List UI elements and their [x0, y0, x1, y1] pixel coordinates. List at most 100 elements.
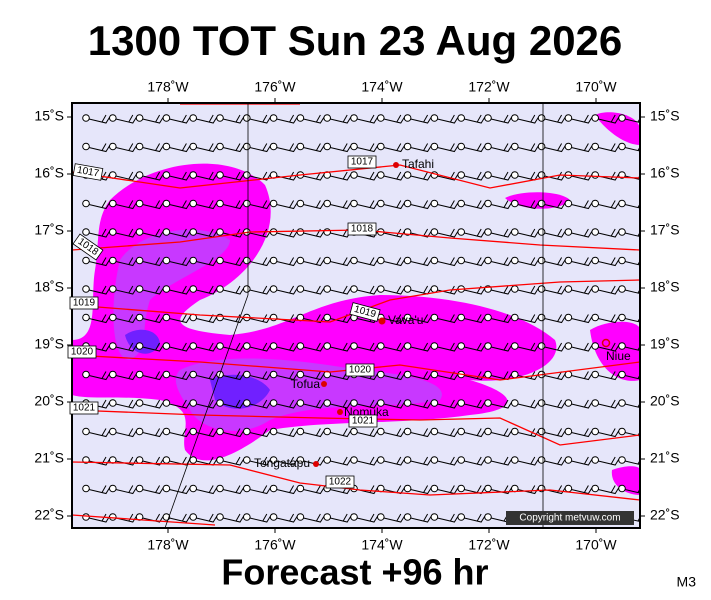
- barb-station: [591, 427, 600, 436]
- barb-station: [323, 342, 332, 350]
- lat-label: 21˚S: [34, 450, 64, 466]
- lat-label: 20˚S: [650, 393, 680, 409]
- barb-station: [216, 114, 224, 122]
- barb-station: [403, 484, 412, 493]
- barb-station: [377, 399, 385, 407]
- barb-station: [82, 427, 90, 436]
- barb-station: [109, 484, 117, 493]
- barb-station: [162, 313, 171, 322]
- barb-station: [511, 370, 519, 379]
- barb-station: [269, 114, 278, 122]
- barb-station: [323, 228, 332, 236]
- barb-station: [430, 256, 439, 265]
- barb-station: [377, 513, 385, 521]
- barb-station: [618, 313, 626, 322]
- barb-station: [243, 256, 251, 265]
- barb-station: [564, 342, 573, 350]
- barb-station: [564, 313, 573, 322]
- barb-station: [269, 285, 278, 293]
- barb-station: [135, 342, 144, 350]
- isobar-label-box: [325, 475, 355, 489]
- barb-station: [430, 484, 439, 493]
- barb-station: [162, 370, 171, 379]
- barb-station: [591, 399, 600, 407]
- barb-station: [243, 370, 251, 379]
- barb-station: [403, 427, 412, 436]
- barb-station: [296, 513, 305, 521]
- barb-station: [216, 256, 224, 265]
- barb-station: [591, 285, 600, 293]
- barb-station: [430, 399, 439, 407]
- title: 1300 TOT Sun 23 Aug 2026: [88, 17, 623, 64]
- barb-station: [403, 256, 412, 265]
- barb-station: [269, 456, 278, 464]
- barb-station: [323, 199, 332, 208]
- barb-station: [377, 199, 385, 208]
- barb-station: [618, 114, 626, 122]
- isobar-label: 1020: [345, 363, 375, 377]
- footer: Forecast +96 hr: [221, 552, 488, 593]
- barb-station: [189, 171, 197, 179]
- barb-station: [269, 256, 278, 265]
- isobar-label: 1017: [347, 155, 377, 169]
- isobar-label-text: 1017: [351, 157, 374, 168]
- barb-station: [403, 142, 412, 151]
- barb-station: [403, 513, 412, 521]
- barb-station: [537, 199, 546, 208]
- barb-station: [350, 342, 358, 350]
- barb-station: [403, 399, 412, 407]
- barb-station: [511, 313, 519, 322]
- barb-station: [618, 399, 626, 407]
- barb-station: [323, 427, 332, 436]
- barb-station: [135, 313, 144, 322]
- barb-station: [457, 142, 466, 151]
- barb-station: [430, 114, 439, 122]
- lon-label: 174˚W: [361, 537, 403, 553]
- isobar-label-box: [348, 414, 378, 428]
- barb-station: [269, 484, 278, 493]
- barb-station: [591, 342, 600, 350]
- isobar-label-box: [347, 155, 377, 169]
- barb-station: [269, 513, 278, 521]
- barb-station: [403, 285, 412, 293]
- barb-station: [511, 427, 519, 436]
- barb-station: [109, 199, 117, 208]
- barb-station: [484, 142, 492, 151]
- barb: [624, 117, 640, 124]
- isobar-label: 1019: [69, 296, 99, 310]
- barb-station: [350, 399, 358, 407]
- isobar-label: 1022: [325, 475, 355, 489]
- barb-station: [162, 484, 171, 493]
- lon-label: 178˚W: [147, 537, 189, 553]
- barb-station: [484, 342, 492, 350]
- barb-station: [403, 171, 412, 179]
- barb-station: [323, 142, 332, 151]
- barb-station: [162, 228, 171, 236]
- lat-label: 19˚S: [650, 336, 680, 352]
- barb-station: [350, 285, 358, 293]
- isobar-label-text: 1018: [351, 224, 374, 235]
- barb-station: [484, 313, 492, 322]
- barb-station: [296, 256, 305, 265]
- barb: [624, 145, 640, 152]
- barb-station: [537, 427, 546, 436]
- barb-station: [457, 199, 466, 208]
- barb-station: [269, 313, 278, 322]
- barb-station: [457, 513, 466, 521]
- barb: [624, 231, 640, 238]
- barb-station: [564, 370, 573, 379]
- barb-station: [216, 313, 224, 322]
- lat-label: 20˚S: [34, 393, 64, 409]
- barb-station: [162, 342, 171, 350]
- barb-station: [296, 228, 305, 236]
- barb-station: [457, 456, 466, 464]
- barb-station: [457, 114, 466, 122]
- isobar-label-box: [72, 233, 104, 261]
- barb-station: [296, 114, 305, 122]
- barb-station: [323, 456, 332, 464]
- barb-station: [377, 285, 385, 293]
- barb-station: [135, 427, 144, 436]
- barb-station: [591, 370, 600, 379]
- barb-station: [189, 427, 197, 436]
